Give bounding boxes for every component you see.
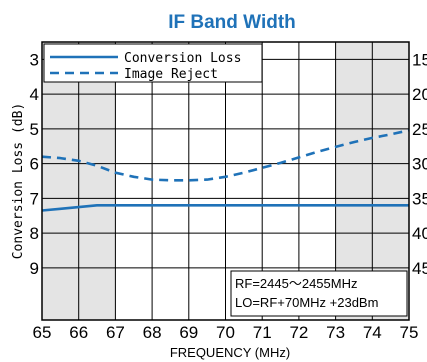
y-left-tick-label-1: 4 [30, 85, 39, 104]
annotation-lo-setting: LO=RF+70MHz +23dBm [235, 295, 378, 310]
x-tick-label-9: 74 [363, 323, 382, 342]
tick-labels: 65 66 67 68 69 70 71 72 73 74 75345678915202530354… [30, 50, 427, 342]
x-tick-label-4: 69 [179, 323, 198, 342]
y-axis-label-left: Conversion Loss (dB) [11, 103, 26, 260]
series-lines [41, 129, 410, 212]
y-left-tick-label-2: 5 [30, 120, 39, 139]
annotation-rf-range: RF=2445～2455MHz [235, 276, 357, 291]
y-right-tick-label-0: 15 [412, 50, 427, 69]
y-right-tick-label-2: 25 [412, 120, 427, 139]
annotation-frame [230, 270, 408, 317]
y-right-tick-label-6: 45 [412, 259, 427, 278]
x-tick-label-6: 71 [253, 323, 272, 342]
x-tick-label-8: 73 [326, 323, 345, 342]
series-line-1 [41, 129, 410, 182]
y-left-tick-label-5: 8 [30, 224, 39, 243]
x-tick-label-10: 75 [400, 323, 419, 342]
legend-label-conversion-loss: Conversion Loss [124, 51, 241, 66]
legend: Conversion Loss Image Reject [43, 43, 263, 83]
chart-title: IF Band Width [168, 12, 296, 33]
y-left-tick-label-3: 6 [30, 155, 39, 174]
y-left-tick-label-0: 3 [30, 50, 39, 69]
plot-frame [41, 41, 410, 321]
x-tick-label-0: 65 [33, 323, 52, 342]
y-left-tick-label-6: 9 [30, 259, 39, 278]
x-tick-label-3: 68 [143, 323, 162, 342]
y-right-tick-label-1: 20 [412, 85, 427, 104]
legend-label-image-reject: Image Reject [124, 67, 218, 82]
x-tick-label-7: 72 [289, 323, 308, 342]
x-tick-label-2: 67 [106, 323, 125, 342]
x-tick-label-5: 70 [216, 323, 235, 342]
legend-box [43, 43, 263, 83]
x-tick-label-1: 66 [69, 323, 88, 342]
annotation-box: RF=2445～2455MHz LO=RF+70MHz +23dBm [230, 270, 408, 317]
y-right-tick-label-5: 40 [412, 224, 427, 243]
x-axis-label: FREQUENCY (MHz) [170, 345, 290, 360]
series-line-0 [41, 204, 409, 212]
y-right-tick-label-4: 35 [412, 189, 427, 208]
y-right-tick-label-3: 30 [412, 155, 427, 174]
y-left-tick-label-4: 7 [30, 189, 39, 208]
